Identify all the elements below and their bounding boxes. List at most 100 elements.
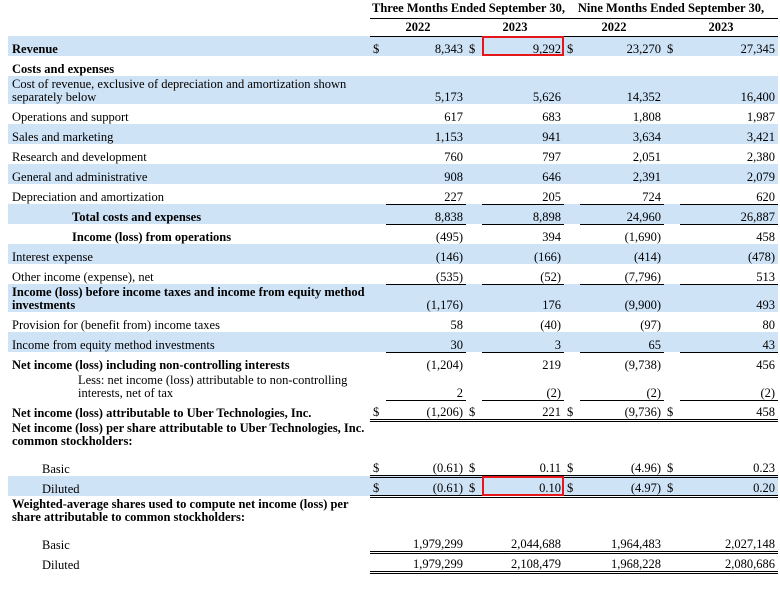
value-cell: 2,380 [746, 150, 776, 164]
row-label: Net income (loss) attributable to Uber T… [12, 406, 312, 420]
value-cell: 1,979,299 [386, 524, 466, 554]
value-cell: 620 [680, 184, 779, 205]
value-cell: (0.61) [386, 448, 466, 478]
value-cell: (52) [482, 264, 565, 285]
row-label: Sales and marketing [8, 124, 370, 144]
value-cell: 3 [482, 332, 565, 353]
row-label: Operations and support [12, 110, 129, 124]
currency-symbol: $ [370, 36, 386, 56]
value-cell: (4.97) [580, 476, 665, 498]
value-cell: 456 [756, 358, 776, 372]
cost-of-revenue-row: Cost of revenue, exclusive of depreciati… [8, 76, 779, 104]
value-cell: (7,796) [580, 264, 665, 285]
value-cell: 1,153 [386, 124, 466, 144]
value-cell: 1,987 [746, 110, 776, 124]
value-cell: 3,421 [680, 124, 779, 144]
value-cell: 2 [386, 372, 466, 401]
value-cell: 617 [444, 110, 463, 124]
row-label: Depreciation and amortization [12, 190, 165, 204]
row-label: Net income (loss) including non-controll… [12, 358, 290, 372]
value-cell: (1,690) [624, 230, 662, 244]
value-cell: 2,080,686 [680, 552, 779, 574]
income-statement-table: Three Months Ended September 30, Nine Mo… [8, 0, 779, 574]
value-cell: 65 [580, 332, 665, 353]
value-cell: 394 [542, 230, 562, 244]
value-cell: (1,204) [426, 358, 463, 372]
row-label: Research and development [12, 150, 147, 164]
currency-symbol: $ [564, 448, 581, 478]
value-cell: 23,270 [580, 36, 665, 56]
interest-expense-row: Interest expense (146) (166) (414) (478) [8, 244, 779, 264]
value-cell: (535) [386, 264, 466, 285]
currency-symbol: $ [466, 36, 482, 56]
value-cell: 2,044,688 [482, 524, 565, 554]
row-label: Diluted [42, 558, 80, 572]
value-cell: 683 [542, 110, 562, 124]
value-cell: 176 [482, 284, 565, 312]
value-cell: 2,027,148 [680, 524, 779, 554]
costs-header-row: Costs and expenses [8, 56, 778, 76]
row-label: Basic [42, 538, 70, 552]
value-cell: 0.11 [482, 448, 565, 478]
value-cell: (146) [386, 244, 466, 264]
value-cell: 941 [482, 124, 565, 144]
value-cell: 2,051 [632, 150, 662, 164]
depreciation-amortization-row: Depreciation and amortization 227 205 72… [8, 184, 779, 205]
eps-basic-row: Basic $ (0.61) $ 0.11 $ (4.96) $ 0.23 [8, 448, 779, 478]
eps-header-row: Net income (loss) per share attributable… [8, 420, 778, 448]
other-income-row: Other income (expense), net (535) (52) (… [8, 264, 779, 285]
value-cell: (0.61) [386, 476, 466, 498]
period-header-row: Three Months Ended September 30, Nine Mo… [8, 0, 779, 19]
section-heading: Net income (loss) per share attributable… [12, 421, 365, 448]
value-cell: 5,626 [482, 76, 565, 104]
row-label: General and administrative [8, 164, 370, 184]
less-nci-row: Less: net income (loss) attributable to … [8, 372, 779, 401]
value-cell: 2,079 [680, 164, 779, 184]
value-cell: (1,206) [386, 400, 466, 422]
row-label: Cost of revenue, exclusive of depreciati… [8, 76, 370, 104]
section-heading: Weighted-average shares used to compute … [12, 497, 349, 524]
currency-symbol: $ [664, 476, 681, 498]
value-cell: 908 [386, 164, 466, 184]
currency-symbol: $ [370, 448, 386, 478]
row-label: Diluted [8, 476, 370, 496]
value-cell: (2) [580, 372, 665, 401]
highlighted-value-cell: 9,292 [482, 36, 565, 56]
value-cell: 221 [482, 400, 565, 422]
provision-tax-row: Provision for (benefit from) income taxe… [8, 312, 778, 332]
value-cell: 14,352 [580, 76, 665, 104]
value-cell: 2,108,479 [482, 552, 565, 574]
net-income-uber-row: Net income (loss) attributable to Uber T… [8, 400, 779, 422]
row-label: Less: net income (loss) attributable to … [78, 373, 348, 400]
value-cell: 760 [444, 150, 463, 164]
value-cell: 2,391 [580, 164, 665, 184]
value-cell: 0.23 [680, 448, 779, 478]
value-cell: 458 [756, 230, 776, 244]
three-months-header: Three Months Ended September 30, [370, 0, 565, 19]
row-label: Other income (expense), net [12, 270, 154, 284]
currency-symbol: $ [466, 476, 482, 498]
value-cell: (9,736) [580, 400, 665, 422]
value-cell: 8,343 [386, 36, 466, 56]
currency-symbol: $ [664, 36, 681, 56]
value-cell: 0.20 [680, 476, 779, 498]
value-cell: 3,634 [580, 124, 665, 144]
value-cell: (166) [482, 244, 565, 264]
year-header: 2023 [466, 18, 565, 37]
value-cell: 1,808 [632, 110, 662, 124]
value-cell: (9,900) [580, 284, 665, 312]
value-cell: (2) [680, 372, 779, 401]
currency-symbol: $ [466, 448, 482, 478]
row-label: Total costs and expenses [8, 204, 370, 224]
value-cell: 16,400 [680, 76, 779, 104]
row-label: Income (loss) from operations [72, 230, 232, 244]
row-label: Income (loss) before income taxes and in… [8, 284, 370, 312]
value-cell: 80 [762, 318, 776, 332]
value-cell: (478) [680, 244, 779, 264]
currency-symbol: $ [564, 476, 581, 498]
row-label: Provision for (benefit from) income taxe… [12, 318, 220, 332]
row-label: Basic [42, 462, 70, 476]
currency-symbol: $ [370, 476, 386, 498]
value-cell: 513 [680, 264, 779, 285]
value-cell: 24,960 [580, 204, 665, 225]
